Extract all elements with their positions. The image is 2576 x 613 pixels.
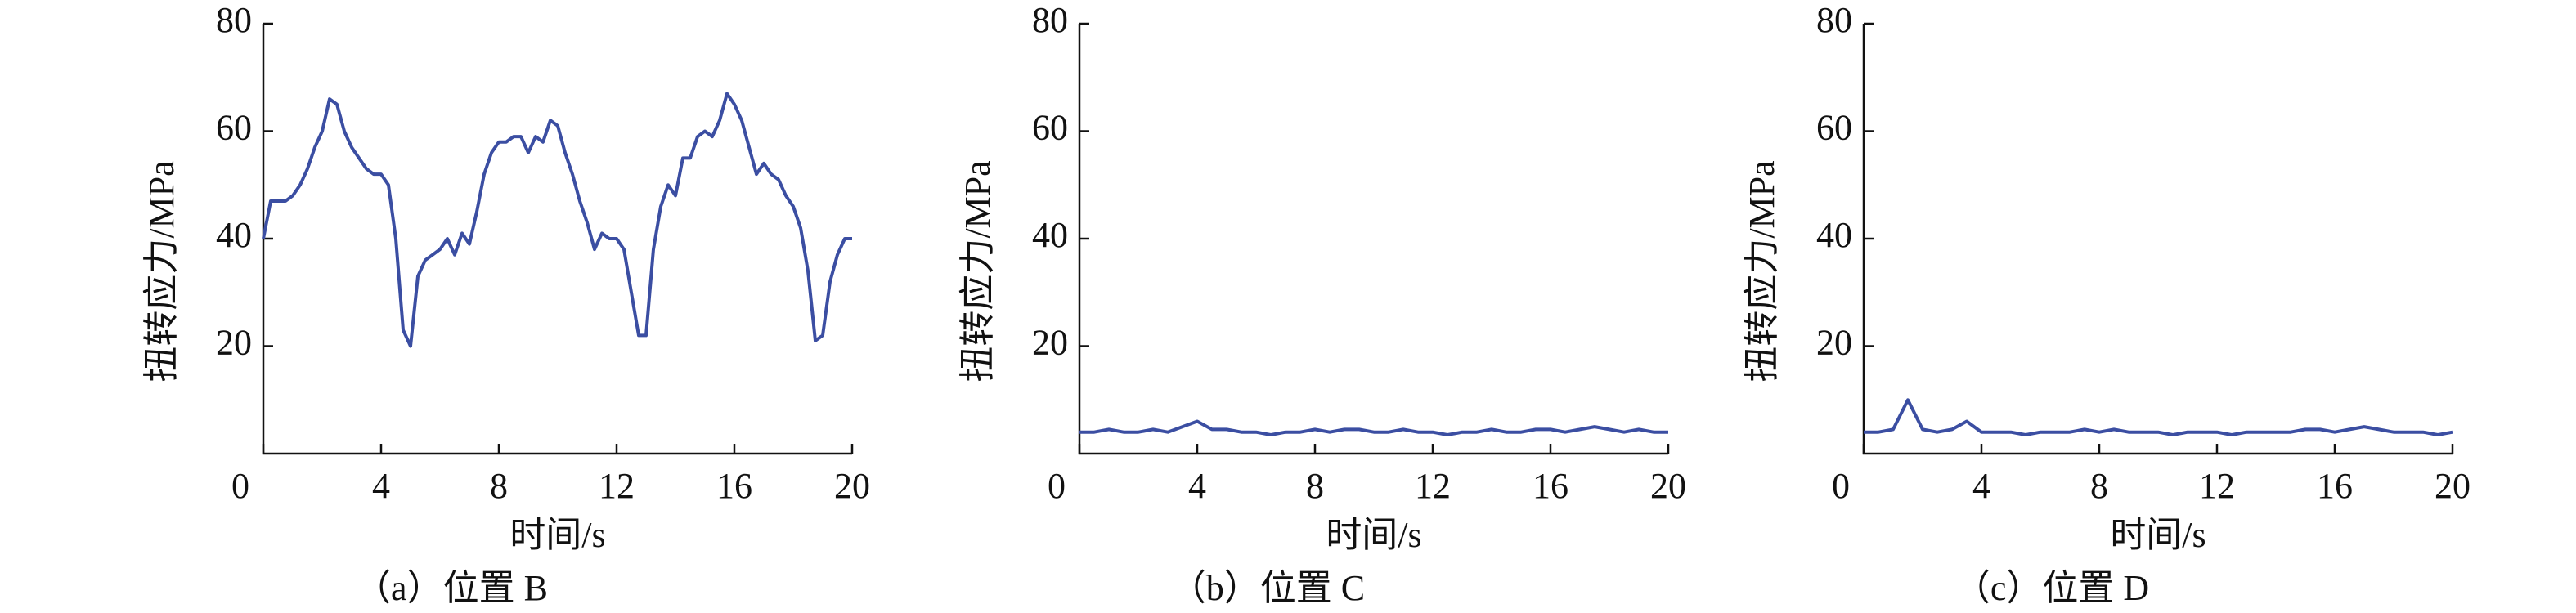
y-tick-label: 80 [216,0,252,40]
caption: （c）位置 D [1954,568,2149,608]
data-line [1079,419,1668,436]
y-tick-label: 60 [216,108,252,148]
y-tick-label: 40 [1816,215,1852,255]
x-axis-label: 时间/s [2110,515,2206,555]
x-tick-label: 8 [490,466,508,506]
x-tick-label: 20 [834,466,870,506]
y-tick-label: 40 [216,215,252,255]
x-tick-label: 20 [1650,466,1686,506]
x-tick-label: 8 [1306,466,1324,506]
data-line [1864,398,2453,436]
y-tick-label: 20 [216,323,252,363]
y-tick-label: 60 [1816,108,1852,148]
axes [1078,24,1668,455]
y-tick-label: 60 [1032,108,1068,148]
y-tick-label: 20 [1032,323,1068,363]
x-tick-label: 12 [599,466,635,506]
caption: （b）位置 C [1170,568,1365,608]
x-tick-label: 16 [2317,466,2353,506]
x-tick-label: 12 [1415,466,1451,506]
data-line [262,92,852,348]
axes [1862,24,2453,455]
x-axis-label: 时间/s [509,515,605,555]
y-tick-label: 20 [1816,323,1852,363]
x-tick-label: 0 [1832,466,1850,506]
x-tick-label: 16 [1533,466,1568,506]
y-axis-label: 扭转应力/MPa [141,160,182,382]
x-tick-label: 20 [2435,466,2471,506]
x-tick-label: 4 [1188,466,1206,506]
x-tick-label: 12 [2199,466,2235,506]
axes [262,24,852,455]
y-tick-label: 80 [1816,0,1852,40]
y-tick-label: 40 [1032,215,1068,255]
y-axis-label: 扭转应力/MPa [1742,160,1782,382]
x-tick-label: 16 [716,466,752,506]
y-tick-label: 80 [1032,0,1068,40]
x-tick-label: 0 [231,466,249,506]
x-tick-label: 8 [2090,466,2108,506]
x-axis-label: 时间/s [1326,515,1421,555]
x-tick-label: 4 [372,466,390,506]
x-tick-label: 0 [1048,466,1066,506]
x-tick-label: 4 [1972,466,1990,506]
caption: （a）位置 B [355,568,548,608]
y-axis-label: 扭转应力/MPa [958,160,998,382]
